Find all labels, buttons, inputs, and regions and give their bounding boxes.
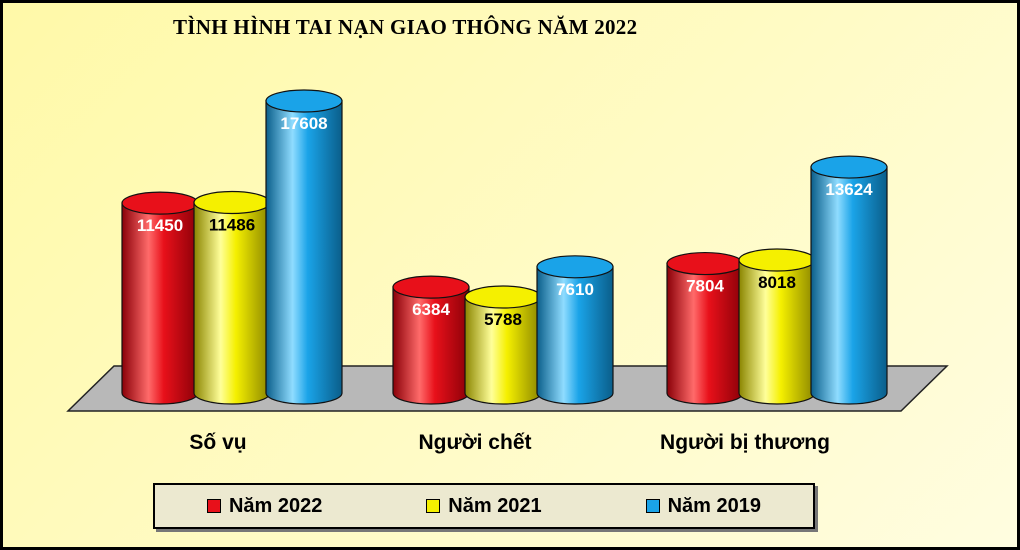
bar-body bbox=[536, 266, 614, 405]
data-label: 11450 bbox=[137, 216, 183, 235]
data-label: 17608 bbox=[280, 114, 327, 133]
bar-1-2: 7610 bbox=[536, 255, 614, 405]
bar-0-1: 11486 bbox=[193, 190, 271, 405]
bar-top bbox=[392, 275, 470, 299]
bar-body bbox=[265, 100, 343, 405]
bar-top bbox=[738, 248, 816, 272]
category-label-so-vu: Số vụ bbox=[189, 431, 247, 454]
data-label: 8018 bbox=[758, 273, 796, 292]
bar-2-2: 13624 bbox=[810, 155, 888, 405]
chart-legend: Năm 2022 Năm 2021 Năm 2019 bbox=[153, 483, 815, 529]
legend-swatch-blue bbox=[645, 499, 660, 513]
bar-top bbox=[121, 191, 199, 215]
data-label: 5788 bbox=[484, 310, 522, 329]
data-label: 7610 bbox=[556, 280, 594, 299]
bar-top bbox=[666, 251, 744, 276]
data-label: 7804 bbox=[686, 277, 724, 296]
bar-top bbox=[193, 190, 271, 215]
bar-2-1: 8018 bbox=[738, 248, 816, 405]
data-label: 6384 bbox=[412, 300, 450, 319]
category-label-nguoi-chet: Người chết bbox=[418, 431, 532, 454]
legend-swatch-red bbox=[206, 499, 221, 513]
bar-top bbox=[265, 89, 343, 113]
legend-item: Năm 2021 bbox=[426, 494, 542, 518]
bar-top bbox=[536, 255, 614, 279]
data-label: 11486 bbox=[209, 216, 255, 235]
category-label-nguoi-bi-thuong: Người bị thương bbox=[660, 431, 830, 454]
legend-label: Năm 2021 bbox=[448, 494, 542, 517]
bar-1-0: 6384 bbox=[392, 275, 470, 405]
legend-item: Năm 2022 bbox=[206, 494, 323, 518]
legend-item: Năm 2019 bbox=[645, 494, 762, 518]
bar-0-2: 17608 bbox=[265, 89, 343, 405]
bar-0-0: 11450 bbox=[121, 191, 199, 405]
bar-body bbox=[810, 166, 888, 405]
bar-2-0: 7804 bbox=[666, 251, 744, 405]
legend-label: Năm 2022 bbox=[228, 494, 323, 517]
data-label: 13624 bbox=[825, 180, 873, 199]
legend-swatch-yellow bbox=[426, 499, 441, 513]
chart-title: TÌNH HÌNH TAI NẠN GIAO THÔNG NĂM 2022 bbox=[173, 15, 638, 39]
bar-1-1: 5788 bbox=[464, 285, 542, 405]
bar-chart: 11450 11486 17608 6384 5788 7610 7804 8018 13624 bbox=[66, 89, 949, 412]
bar-top bbox=[810, 155, 888, 179]
legend-label: Năm 2019 bbox=[667, 494, 762, 517]
bar-top bbox=[464, 285, 542, 309]
